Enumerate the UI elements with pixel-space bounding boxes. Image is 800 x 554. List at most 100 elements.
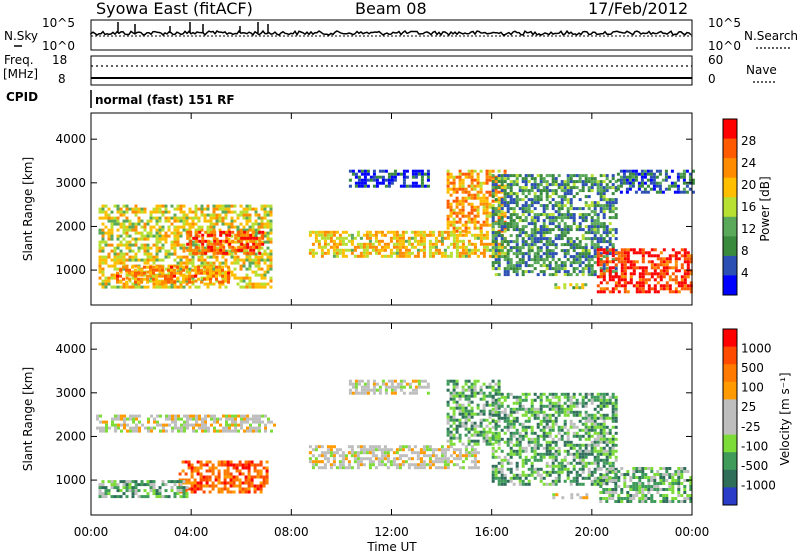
range-cell — [371, 248, 375, 252]
range-cell — [608, 228, 612, 232]
range-cell — [363, 178, 367, 182]
range-cell — [656, 275, 660, 279]
range-cell — [497, 431, 501, 435]
range-cell — [243, 429, 246, 433]
range-cell — [131, 222, 135, 226]
range-cell — [569, 189, 573, 193]
range-cell — [503, 204, 507, 208]
range-cell — [686, 263, 690, 267]
range-cell — [98, 267, 102, 271]
range-cell — [464, 196, 468, 200]
range-cell — [362, 251, 366, 255]
range-cell — [467, 242, 471, 246]
range-cell — [563, 192, 567, 196]
range-cell — [317, 245, 321, 249]
range-cell — [407, 466, 411, 470]
range-cell — [563, 443, 567, 447]
range-cell — [500, 198, 504, 202]
range-cell — [419, 457, 423, 461]
range-cell — [247, 490, 251, 494]
range-cell — [419, 451, 423, 455]
range-cell — [569, 174, 573, 178]
range-cell — [596, 248, 600, 252]
range-cell — [446, 400, 450, 404]
range-cell — [509, 225, 513, 229]
range-cell — [368, 448, 372, 452]
power-ylabel: Slant Range [km] — [21, 157, 35, 261]
range-cell — [372, 184, 376, 188]
range-cell — [491, 237, 495, 241]
range-cell — [215, 258, 219, 262]
range-cell — [584, 416, 588, 420]
range-cell — [625, 169, 629, 173]
range-cell — [605, 186, 609, 190]
range-cell — [575, 286, 579, 290]
range-cell — [152, 243, 156, 247]
range-cell — [335, 236, 339, 240]
range-cell — [452, 220, 456, 224]
range-cell — [560, 243, 564, 247]
range-cell — [191, 210, 195, 214]
range-cell — [181, 460, 185, 464]
range-cell — [251, 285, 255, 289]
range-cell — [146, 261, 150, 265]
range-cell — [377, 242, 381, 246]
range-cell — [190, 463, 194, 467]
range-cell — [674, 254, 678, 258]
range-cell — [599, 207, 603, 211]
range-cell — [476, 214, 480, 218]
range-cell — [623, 260, 627, 264]
range-cell — [383, 245, 387, 249]
range-cell — [593, 273, 597, 277]
range-cell — [518, 443, 522, 447]
range-cell — [146, 252, 150, 256]
range-cell — [674, 287, 678, 291]
range-cell — [578, 240, 582, 244]
range-cell — [536, 249, 540, 253]
range-cell — [155, 282, 159, 286]
range-cell — [196, 481, 200, 485]
range-cell — [440, 236, 444, 240]
range-cell — [173, 258, 177, 262]
range-cell — [452, 178, 456, 182]
range-cell — [503, 229, 507, 233]
range-cell — [485, 442, 489, 446]
range-cell — [401, 239, 405, 243]
range-cell — [557, 225, 561, 229]
range-cell — [473, 385, 477, 389]
range-cell — [488, 421, 492, 425]
range-cell — [500, 216, 504, 220]
range-cell — [225, 417, 228, 421]
range-cell — [449, 460, 453, 464]
range-cell — [218, 204, 222, 208]
range-cell — [422, 466, 426, 470]
range-cell — [506, 416, 510, 420]
range-cell — [509, 222, 513, 226]
range-cell — [168, 417, 171, 421]
range-cell — [234, 251, 238, 255]
range-cell — [563, 392, 567, 396]
range-cell — [248, 204, 252, 208]
range-cell — [566, 410, 570, 414]
range-cell — [533, 186, 537, 190]
range-cell — [152, 277, 155, 281]
range-cell — [317, 242, 321, 246]
range-cell — [658, 190, 662, 194]
range-cell — [211, 484, 215, 488]
range-cell — [530, 401, 534, 405]
range-cell — [545, 198, 549, 202]
range-cell — [533, 183, 537, 187]
range-cell — [125, 495, 129, 499]
range-cell — [680, 278, 684, 282]
range-cell — [146, 265, 149, 269]
range-cell — [131, 207, 135, 211]
range-cell — [125, 285, 129, 289]
range-cell — [578, 189, 582, 193]
range-cell — [164, 216, 168, 220]
range-cell — [137, 246, 141, 250]
range-cell — [149, 210, 153, 214]
range-cell — [640, 190, 644, 194]
range-cell — [443, 466, 447, 470]
range-cell — [623, 248, 627, 252]
range-cell — [236, 282, 240, 286]
